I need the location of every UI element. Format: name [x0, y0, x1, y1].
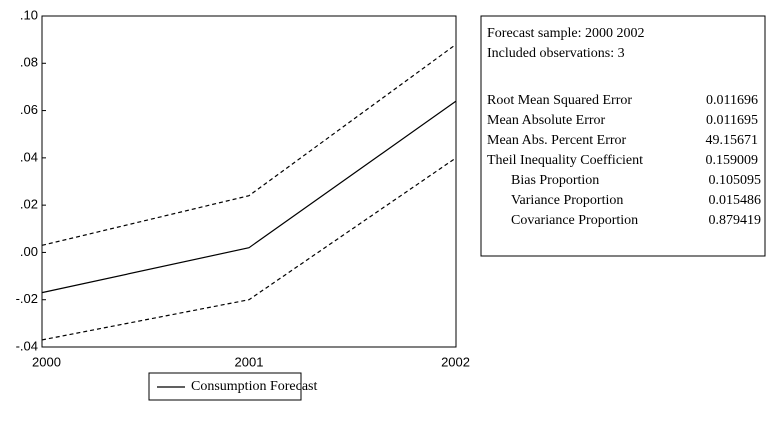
stats-value: 0.011696	[706, 93, 758, 108]
y-tick-label: .02	[20, 197, 38, 212]
stats-label: Variance Proportion	[511, 193, 623, 208]
stats-label: Bias Proportion	[511, 173, 599, 188]
stats-label: Mean Absolute Error	[487, 113, 606, 128]
stats-label: Theil Inequality Coefficient	[487, 153, 643, 168]
interval-line	[41, 43, 457, 246]
interval-line	[41, 157, 457, 341]
y-tick-label: .00	[20, 244, 38, 259]
x-tick-label: 2000	[32, 354, 61, 369]
stats-label: Mean Abs. Percent Error	[487, 133, 627, 148]
stats-label: Covariance Proportion	[511, 213, 638, 228]
stats-value: 0.879419	[709, 213, 762, 228]
x-tick-label: 2002	[441, 354, 470, 369]
stats-header: Forecast sample: 2000 2002	[487, 26, 644, 41]
plot-frame	[41, 15, 457, 348]
stats-label: Root Mean Squared Error	[487, 93, 632, 108]
stats-value: 0.015486	[709, 193, 762, 208]
legend-box	[148, 372, 302, 401]
x-tick-label: 2001	[235, 354, 264, 369]
y-tick-label: -.02	[16, 291, 38, 306]
stats-header: Included observations: 3	[487, 46, 625, 61]
y-tick-label: .10	[20, 7, 38, 22]
forecast-line	[41, 100, 457, 294]
stats-value: 0.105095	[709, 173, 762, 188]
legend-label: Consumption Forecast	[191, 379, 317, 394]
stats-value: 49.15671	[706, 133, 759, 148]
y-tick-label: -.04	[16, 338, 38, 353]
y-tick-label: .04	[20, 149, 38, 164]
stats-value: 0.159009	[706, 153, 759, 168]
stats-value: 0.011695	[706, 113, 758, 128]
y-tick-label: .06	[20, 102, 38, 117]
stats-box	[480, 15, 766, 257]
y-tick-label: .08	[20, 55, 38, 70]
